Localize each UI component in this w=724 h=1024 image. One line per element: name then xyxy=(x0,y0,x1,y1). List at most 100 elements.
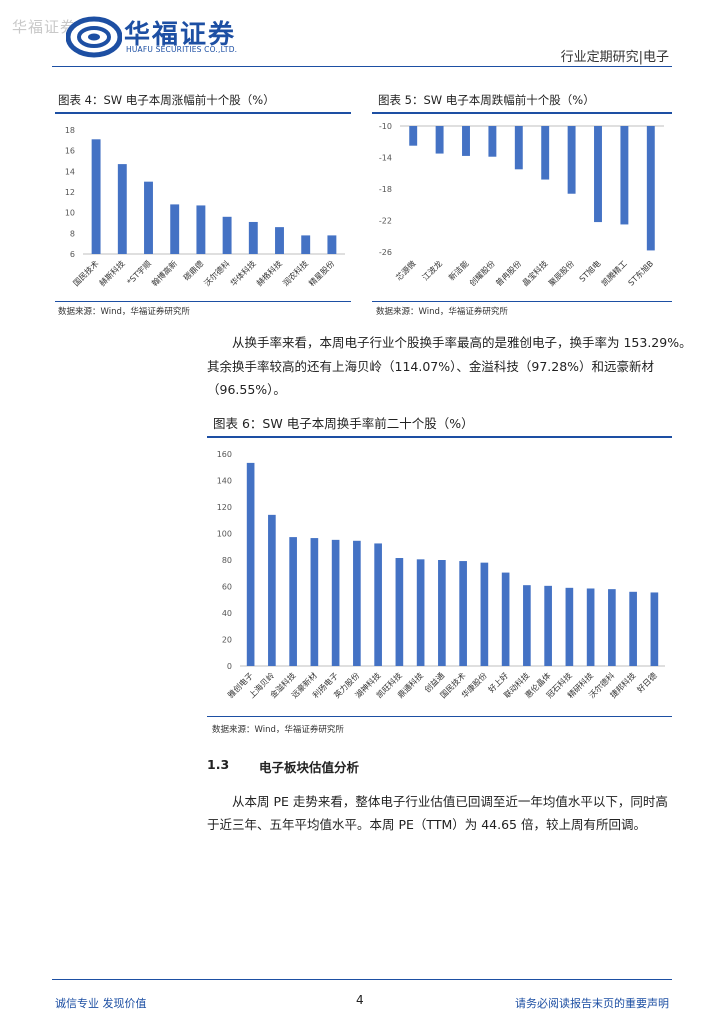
chart4-bar-5 xyxy=(222,216,232,254)
chart5-bar-2 xyxy=(462,126,470,156)
chart5-category-label-2: 新洁能 xyxy=(446,258,470,282)
brand-name-english: HUAFU SECURITIES CO.,LTD. xyxy=(126,45,238,54)
chart6-bar-7 xyxy=(395,558,404,666)
chart5-category-label-1: 江波龙 xyxy=(420,258,444,282)
chart6-bar-19 xyxy=(650,592,659,666)
chart4-bar-8 xyxy=(301,235,311,254)
fig5-title: 图表 5：SW 电子本周跌幅前十个股（%） xyxy=(378,93,595,107)
footer-slogan: 诚信专业 发现价值 xyxy=(55,997,147,1010)
chart6-bar-9 xyxy=(438,560,446,666)
chart5-bar-5 xyxy=(541,126,550,180)
chart5-ytick-1: -14 xyxy=(379,154,392,163)
chart4-bar-4 xyxy=(196,205,206,254)
chart4-ytick-4: 14 xyxy=(65,167,75,176)
fig6-title: 图表 6：SW 电子本周换手率前二十个股（%） xyxy=(213,416,474,431)
brand-name: 华福证券 xyxy=(124,20,237,50)
turnover-paragraph-line-3: （96.55%）。 xyxy=(207,382,286,397)
header-divider xyxy=(52,66,672,67)
chart5-category-label-3: 创耀股份 xyxy=(467,258,497,288)
report-section-label: 行业定期研究|电子 xyxy=(560,50,669,65)
chart6-ytick-2: 40 xyxy=(222,609,232,618)
turnover-paragraph-line-2: 其余换手率较高的还有上海贝岭（114.07%）、金溢科技（97.28%）和远豪新… xyxy=(207,359,655,374)
chart6-ytick-4: 80 xyxy=(222,556,232,565)
chart4-bar-0 xyxy=(91,139,101,254)
chart4-bar-7 xyxy=(275,227,284,254)
fig6-title-rule xyxy=(207,436,672,438)
chart6-ytick-6: 120 xyxy=(217,503,232,512)
chart6-ytick-3: 60 xyxy=(222,583,232,592)
chart6-category-label-19: 好日德 xyxy=(635,670,659,694)
chart6-bar-0 xyxy=(246,462,255,666)
chart6-bar-1 xyxy=(268,514,276,666)
chart6-ytick-5: 100 xyxy=(217,530,232,539)
section-number: 1.3 xyxy=(207,757,230,772)
chart5-category-label-9: ST东旭B xyxy=(626,258,655,287)
chart6-bar-16 xyxy=(586,588,595,666)
chart5-ytick-0: -10 xyxy=(379,122,392,131)
chart4-ytick-2: 10 xyxy=(65,209,75,218)
chart4-category-label-8: 润农科技 xyxy=(280,258,310,288)
turnover-paragraph-line-1: 从换手率来看，本周电子行业个股换手率最高的是雅创电子，换手率为 153.29%。 xyxy=(232,335,692,350)
chart4-ytick-0: 6 xyxy=(70,250,75,259)
watermark: 华福证券 xyxy=(12,18,77,36)
footer-disclaimer: 请务必阅读报告末页的重要声明 xyxy=(515,997,669,1010)
chart5-bar-7 xyxy=(594,126,602,223)
chart5-category-label-0: 芯源微 xyxy=(394,258,418,282)
footer-divider xyxy=(52,979,672,980)
chart4-bar-9 xyxy=(327,235,337,254)
page-number: 4 xyxy=(356,993,364,1007)
chart4-bar-6 xyxy=(248,221,258,254)
chart5-bar-6 xyxy=(567,126,576,194)
pe-paragraph-line-2: 于近三年、五年平均值水平。本周 PE（TTM）为 44.65 倍，较上周有所回调… xyxy=(207,817,646,832)
chart5-bar-0 xyxy=(409,126,418,146)
chart4-category-label-2: *ST宇顺 xyxy=(125,258,153,286)
chart6-ytick-1: 20 xyxy=(222,636,232,645)
fig4-source: 数据来源：Wind，华福证券研究所 xyxy=(58,307,190,317)
chart6-bar-8 xyxy=(416,559,425,666)
chart4-category-label-0: 国民技术 xyxy=(71,258,101,288)
fig6-source: 数据来源：Wind，华福证券研究所 xyxy=(212,725,344,735)
chart6-ytick-7: 140 xyxy=(217,477,232,486)
chart5-category-label-6: 聚辰股份 xyxy=(546,258,576,288)
chart6-ytick-0: 0 xyxy=(227,662,232,671)
section-title: 电子板块估值分析 xyxy=(259,760,360,775)
pe-paragraph-line-1: 从本周 PE 走势来看，整体电子行业估值已回调至近一年均值水平以下，同时高 xyxy=(232,794,668,809)
chart5-ytick-4: -26 xyxy=(379,248,392,257)
fig6-bar-chart: 020406080100120140160雅创电子上海贝岭金溢科技远豪新材利扬电… xyxy=(217,450,665,700)
chart6-bar-10 xyxy=(459,561,467,666)
chart4-category-label-5: 沃尔德科 xyxy=(202,258,232,288)
fig5-source: 数据来源：Wind，华福证券研究所 xyxy=(376,307,508,317)
chart5-category-label-5: 晶宝科技 xyxy=(520,258,550,288)
chart5-category-label-8: 凯腾精工 xyxy=(599,258,629,288)
chart4-ytick-5: 16 xyxy=(65,147,75,156)
chart4-category-label-6: 华体科技 xyxy=(228,258,258,288)
fig5-title-rule xyxy=(372,112,672,114)
chart6-bar-5 xyxy=(353,540,361,666)
chart4-category-label-4: 碳鼎德 xyxy=(181,258,205,282)
chart6-bar-3 xyxy=(310,538,319,666)
fig4-title-rule xyxy=(55,112,351,114)
chart6-bar-12 xyxy=(501,572,510,666)
chart5-bar-9 xyxy=(646,126,655,251)
fig4-title: 图表 4：SW 电子本周涨幅前十个股（%） xyxy=(58,93,275,107)
fig5-bottom-rule xyxy=(372,301,672,302)
chart6-bar-13 xyxy=(523,585,531,666)
chart5-category-label-7: ST旭电 xyxy=(577,258,602,283)
chart6-bar-4 xyxy=(331,539,340,666)
chart6-bar-17 xyxy=(608,589,616,666)
chart5-category-label-4: 普冉股份 xyxy=(494,258,524,288)
chart4-bar-2 xyxy=(144,181,153,254)
chart4-category-label-3: 翰博高新 xyxy=(149,258,179,288)
chart5-bar-3 xyxy=(488,126,497,157)
chart4-category-label-7: 赫格科技 xyxy=(254,258,284,288)
chart4-category-label-9: 精星股份 xyxy=(307,258,337,288)
chart6-bar-6 xyxy=(374,543,382,666)
chart4-ytick-1: 8 xyxy=(70,229,75,238)
company-logo-icon xyxy=(66,16,122,58)
chart5-ytick-3: -22 xyxy=(379,217,392,226)
chart4-bar-1 xyxy=(117,164,127,254)
chart6-bar-18 xyxy=(629,591,637,666)
fig4-bottom-rule xyxy=(55,301,351,302)
